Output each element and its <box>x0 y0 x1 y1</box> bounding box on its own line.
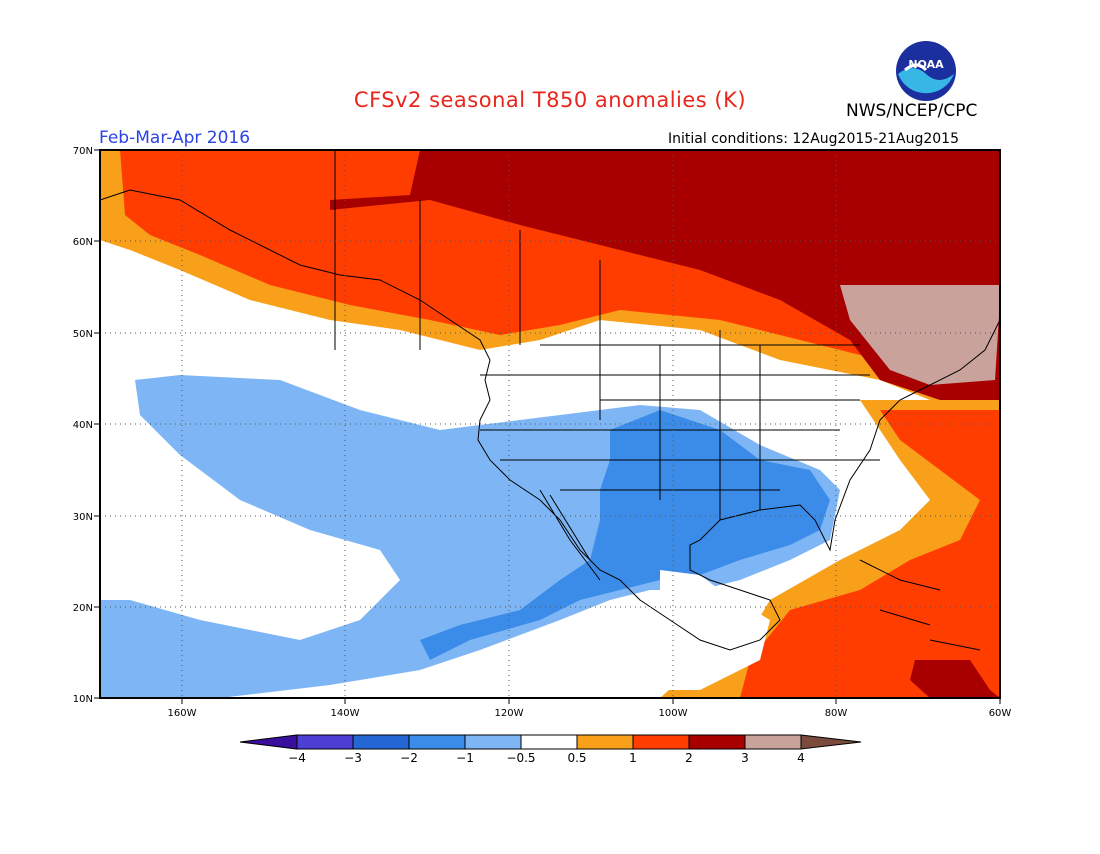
lon-label: 140W <box>331 708 360 719</box>
lat-label: 70N <box>73 146 93 157</box>
anomaly-region-blue <box>420 410 830 660</box>
legend-tick-label: 0.5 <box>567 751 586 765</box>
lat-label: 40N <box>73 420 93 431</box>
legend-arrow-high <box>800 734 862 750</box>
lat-label: 10N <box>73 694 93 705</box>
anomaly-region-tan <box>840 285 1000 385</box>
legend-swatch <box>688 734 746 750</box>
chart-title: CFSv2 seasonal T850 anomalies (K) <box>353 88 747 112</box>
legend-tick-label: −3 <box>344 751 362 765</box>
forecast-period: Feb-Mar-Apr 2016 <box>99 128 251 148</box>
legend-arrow-low <box>239 734 298 750</box>
legend-swatch <box>408 734 466 750</box>
legend-swatch <box>632 734 690 750</box>
lon-label: 100W <box>659 708 688 719</box>
legend-tick-label: −1 <box>456 751 474 765</box>
anomaly-region-darkred-north <box>330 150 1000 430</box>
legend-swatch <box>744 734 802 750</box>
lat-label: 50N <box>73 329 93 340</box>
legend-swatch <box>352 734 410 750</box>
noaa-logo: NOAA <box>895 40 957 102</box>
anomaly-region-red-east <box>740 410 1000 698</box>
anomaly-region-darkred-se <box>910 660 1000 698</box>
graticule <box>100 150 1000 698</box>
legend-tick-label: 2 <box>685 751 693 765</box>
coastlines <box>100 150 1000 651</box>
legend-tick-label: −0.5 <box>506 751 535 765</box>
legend-swatch <box>520 734 578 750</box>
agency-label: NWS/NCEP/CPC <box>846 101 978 121</box>
legend-tick-label: −2 <box>400 751 418 765</box>
lon-label: 120W <box>495 708 524 719</box>
lat-label: 30N <box>73 512 93 523</box>
color-legend: −4 −3 −2 −1 −0.5 0.5 1 2 3 4 <box>239 734 862 765</box>
lon-label: 160W <box>168 708 197 719</box>
legend-tick-label: 4 <box>797 751 805 765</box>
legend-tick-label: −4 <box>288 751 306 765</box>
legend-swatch <box>296 734 354 750</box>
legend-swatch <box>464 734 522 750</box>
lon-label: 60W <box>989 708 1012 719</box>
lat-label: 20N <box>73 603 93 614</box>
lat-label: 60N <box>73 237 93 248</box>
lon-label: 80W <box>825 708 848 719</box>
legend-swatch <box>576 734 634 750</box>
legend-tick-label: 3 <box>741 751 749 765</box>
initial-conditions: Initial conditions: 12Aug2015-21Aug2015 <box>668 131 959 147</box>
svg-text:NOAA: NOAA <box>908 58 944 71</box>
legend-tick-label: 1 <box>629 751 637 765</box>
